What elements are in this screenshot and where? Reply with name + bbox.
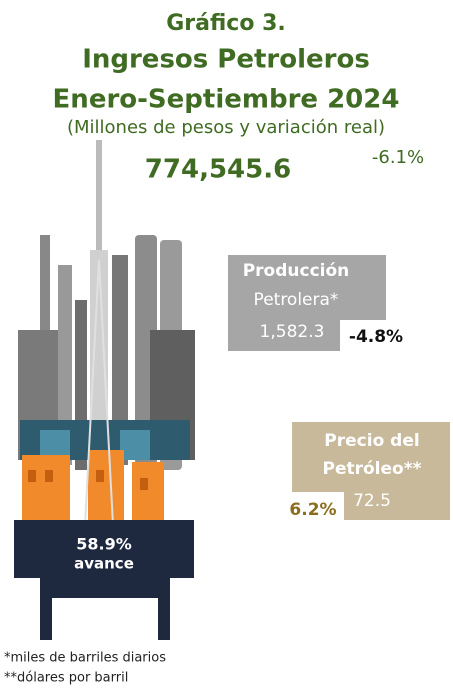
page: Gráfico 3. Ingresos Petroleros Enero-Sep… — [0, 0, 453, 689]
footnote: **dólares por barril — [4, 671, 128, 686]
production-label: Producción — [243, 261, 350, 281]
period: Enero-Septiembre 2024 — [53, 85, 400, 115]
infographic: Gráfico 3. Ingresos Petroleros Enero-Sep… — [0, 0, 453, 689]
subtitle: (Millones de pesos y variación real) — [67, 117, 385, 138]
production-change: -4.8% — [349, 327, 403, 347]
footnote: *miles de barriles diarios — [4, 651, 166, 666]
production-label: Petrolera* — [254, 290, 339, 310]
price-label: Petróleo** — [323, 459, 422, 479]
price-label: Precio del — [324, 431, 419, 451]
price-value: 72.5 — [353, 491, 391, 511]
price-change: 6.2% — [289, 500, 336, 520]
progress-label: avance — [74, 555, 134, 573]
total-value: 774,545.6 — [145, 155, 291, 185]
total-change: -6.1% — [372, 147, 424, 168]
figure-label: Gráfico 3. — [166, 11, 286, 36]
title: Ingresos Petroleros — [82, 45, 370, 75]
production-value: 1,582.3 — [260, 322, 325, 342]
progress-value: 58.9% — [76, 535, 132, 554]
